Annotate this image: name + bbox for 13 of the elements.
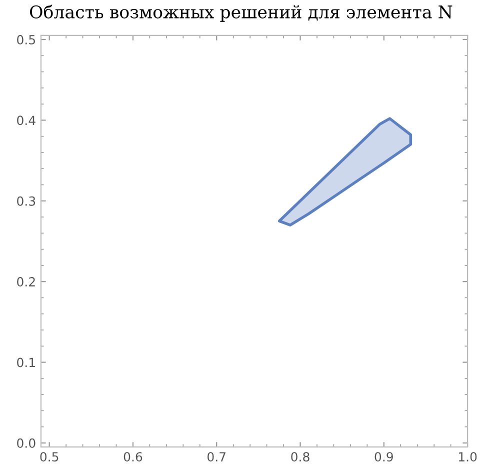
y-tick-label: 0.4 [17,116,36,126]
x-tick-label: 0.5 [40,452,58,462]
y-tick-label: 0.1 [17,358,35,368]
chart-title: Область возможных решений для элемента N [30,4,452,22]
x-tick-label: 0.6 [124,452,142,462]
x-tick-label: 0.8 [291,452,310,462]
x-tick-label: 0.9 [374,452,393,462]
x-tick-label: 0.7 [208,452,226,462]
y-tick-label: 0.2 [17,277,35,286]
x-tick-label: 1.0 [458,452,477,462]
y-tick-label: 0.0 [17,438,36,448]
y-tick-label: 0.3 [17,196,36,206]
y-tick-label: 0.5 [17,34,36,44]
